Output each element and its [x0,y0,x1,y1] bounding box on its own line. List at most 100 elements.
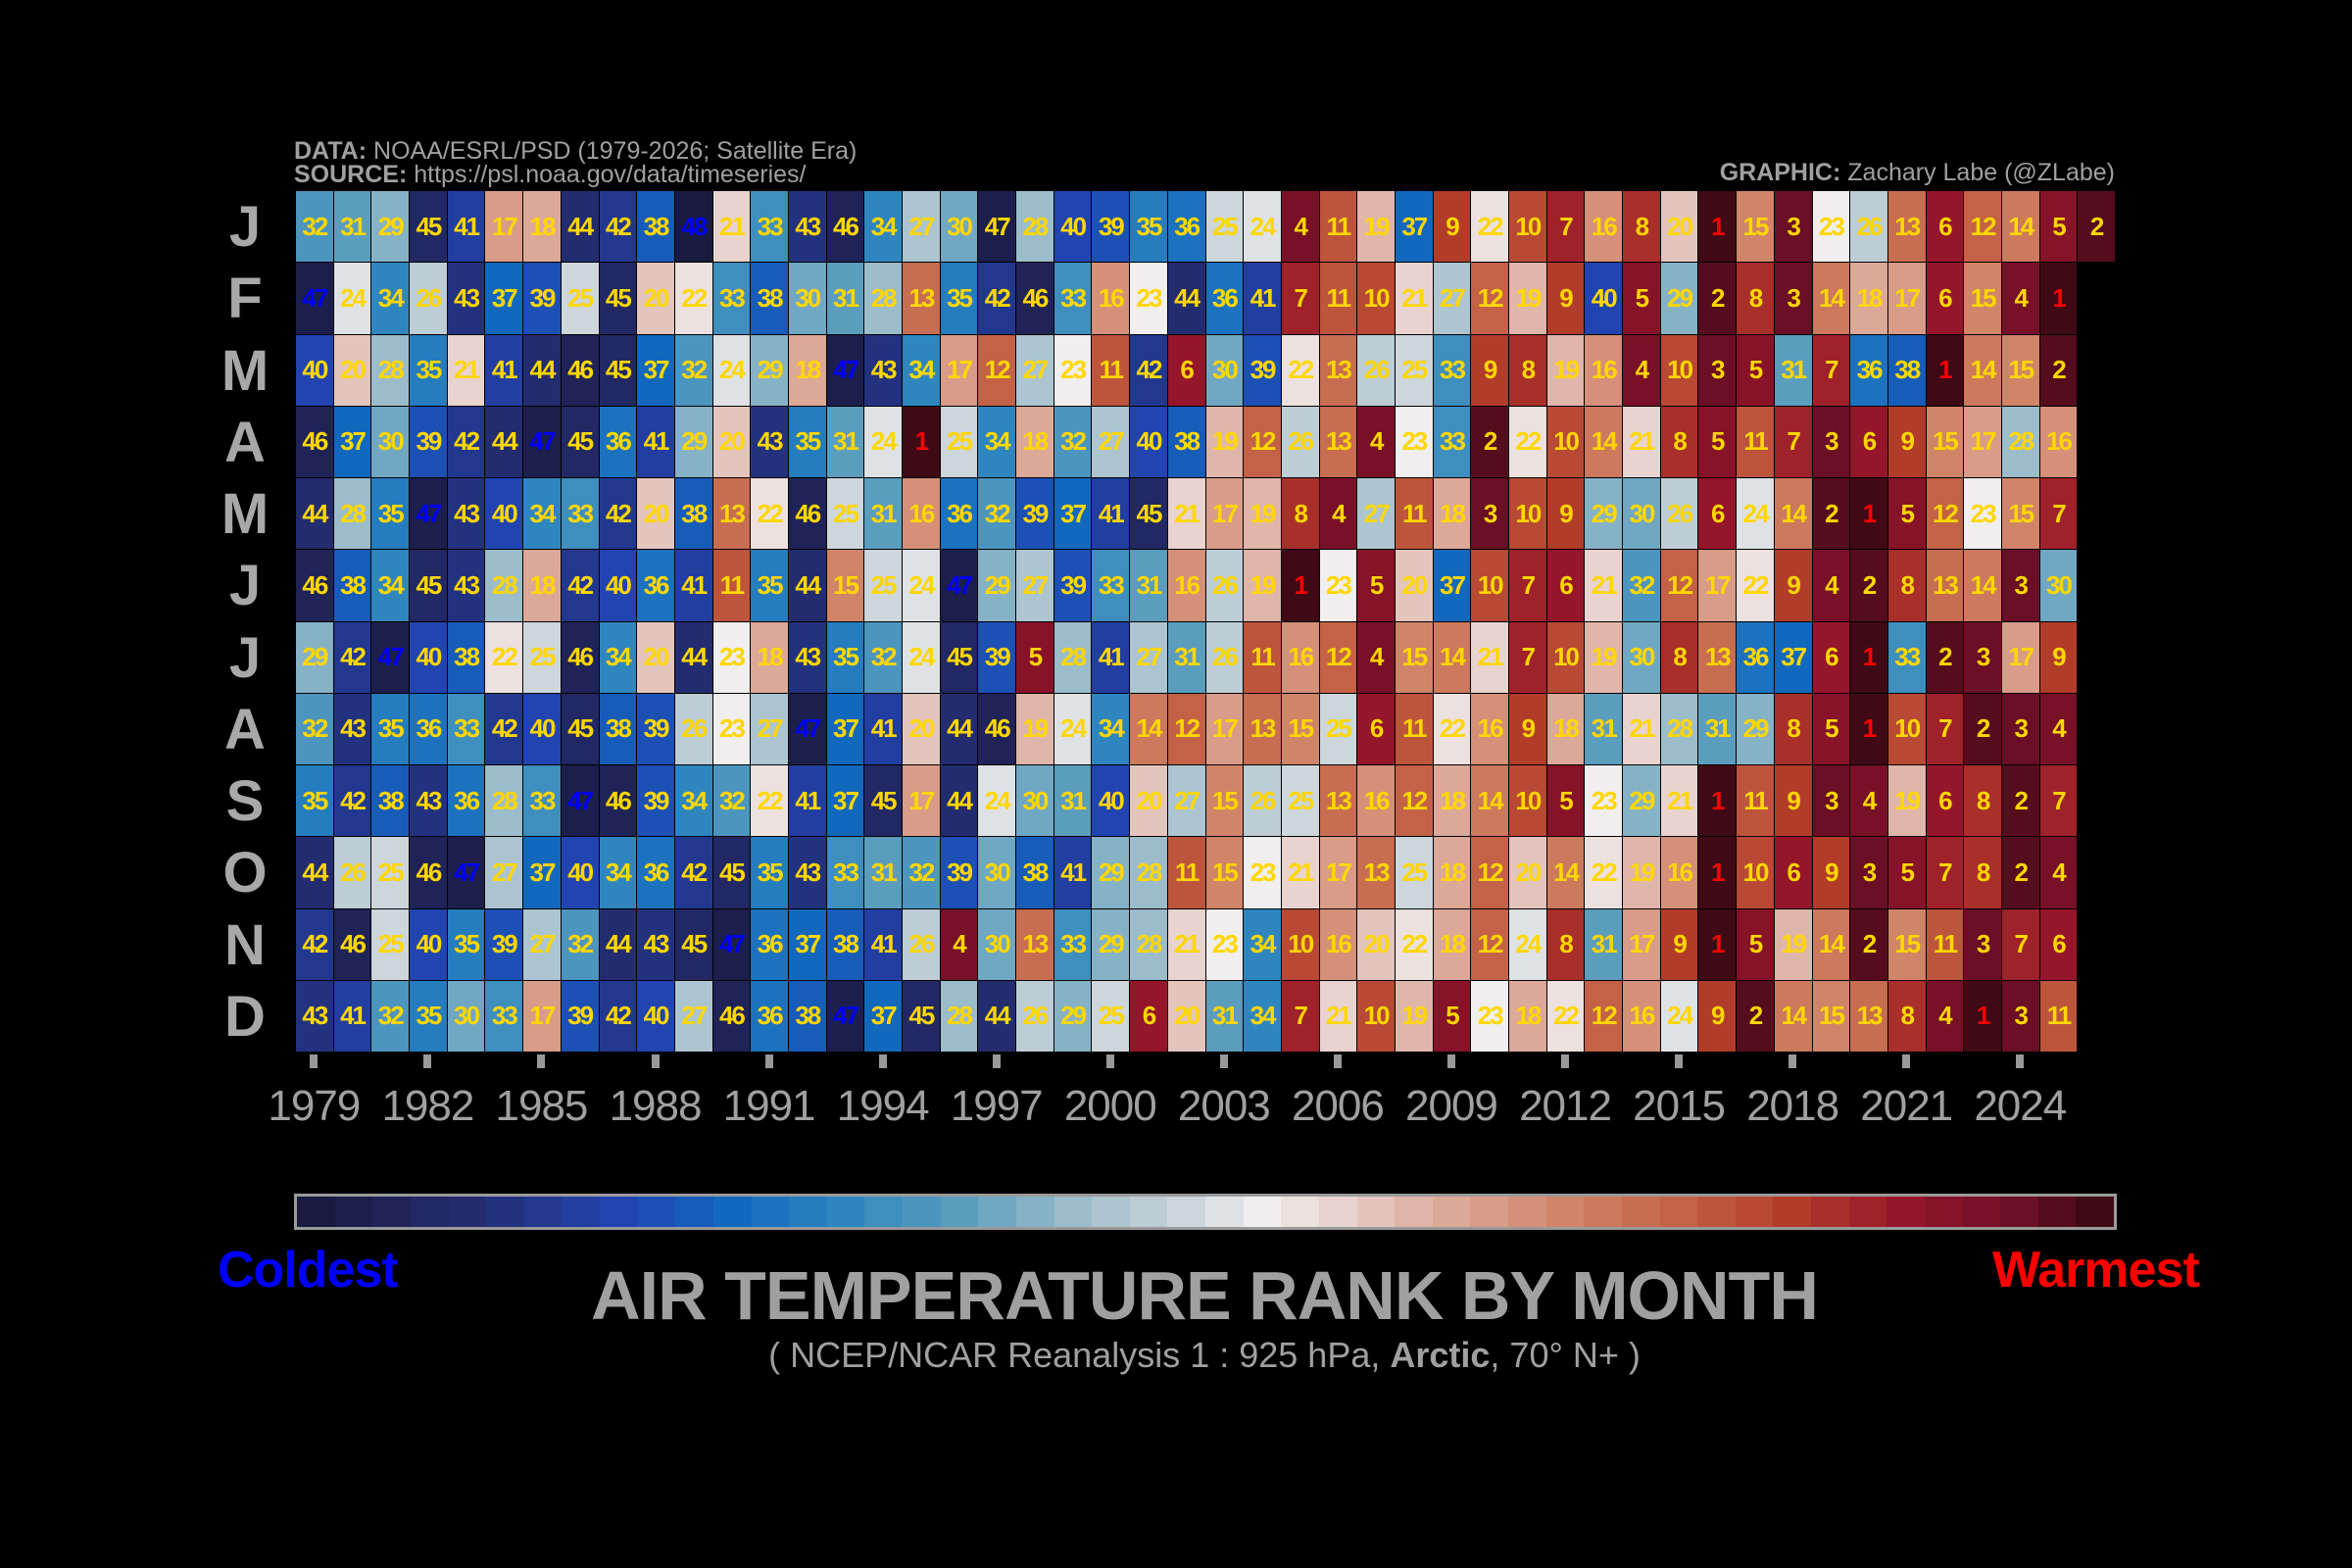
heatmap-cell: 10 [1356,262,1396,335]
colorbar-segment [978,1197,1016,1227]
heatmap-cell: 44 [939,692,979,765]
heatmap-cell: 3 [1963,907,2002,981]
x-tick [1333,1054,1342,1068]
heatmap-cell: 43 [446,549,486,622]
colorbar-segment [1773,1197,1811,1227]
heatmap-cell: 14 [1963,333,2002,407]
heatmap-cell: 15 [1394,620,1434,694]
heatmap-cell: 43 [787,620,827,694]
heatmap-cell: 1 [1280,549,1320,622]
colorbar-segment [2037,1197,2077,1227]
heatmap-cell: 27 [1432,262,1472,335]
heatmap-cell: 18 [1432,836,1472,909]
x-tick-label: 1985 [495,1082,589,1130]
month-label: A [224,410,266,474]
heatmap-cell: 5 [1432,979,1472,1053]
heatmap-cell: 3 [1773,262,1813,335]
x-tick [1788,1054,1797,1068]
colorbar-segment [1545,1197,1585,1227]
heatmap-cell: 33 [1432,333,1472,407]
month-label: M [220,482,270,546]
heatmap-cell: 20 [1508,836,1547,909]
heatmap-cell: 42 [446,405,486,478]
heatmap-cell: 45 [409,190,448,264]
heatmap-cell: 34 [370,549,411,622]
heatmap-cell: 35 [409,333,448,407]
heatmap-cell: 25 [1394,333,1434,407]
x-tick [310,1054,318,1068]
heatmap-cell: 42 [560,549,600,622]
heatmap-cell: 19 [1545,333,1586,407]
heatmap-cell: 4 [2000,262,2040,335]
heatmap-cell: 17 [484,190,524,264]
heatmap-cell: 12 [1318,620,1358,694]
heatmap-cell: 16 [2038,405,2079,478]
heatmap-cell: 13 [1697,620,1738,694]
heatmap-cell: 7 [2038,477,2079,551]
heatmap-cell: 27 [902,190,941,264]
heatmap-cell: 1 [1925,333,1965,407]
heatmap-cell: 5 [1736,907,1775,981]
heatmap-cell: 11 [1243,620,1282,694]
source-credit-label: SOURCE: [294,161,408,188]
heatmap-cell: 31 [1773,333,1813,407]
heatmap-cell: 36 [1736,620,1775,694]
heatmap-cell: 37 [1394,190,1434,264]
heatmap-cell: 29 [750,333,789,407]
heatmap-cell: 12 [1243,405,1282,478]
heatmap-cell: 20 [1659,190,1699,264]
heatmap-cell: 30 [977,907,1017,981]
heatmap-cell: 17 [1963,405,2002,478]
month-label: J [228,195,262,259]
heatmap-cell: 47 [446,836,486,909]
heatmap-cell: 4 [1280,190,1320,264]
heatmap-cell: 3 [2000,692,2040,765]
heatmap-cell: 4 [1622,333,1661,407]
heatmap-cell: 9 [1432,190,1472,264]
heatmap-cell: 20 [711,405,752,478]
heatmap-cell: 25 [1394,836,1434,909]
colorbar-segment [903,1197,941,1227]
colorbar-segment [1129,1197,1168,1227]
x-tick-label: 2009 [1405,1082,1498,1130]
heatmap-cell: 23 [1204,907,1245,981]
heatmap-cell: 6 [1925,190,1965,264]
heatmap-cell: 6 [1697,477,1738,551]
heatmap-cell: 30 [446,979,486,1053]
chart-subtitle: ( NCEP/NCAR Reanalysis 1 : 925 hPa, Arct… [0,1335,2352,1376]
heatmap-cell: 17 [1886,262,1927,335]
heatmap-cell: 17 [939,333,979,407]
heatmap-cell: 21 [1470,620,1509,694]
heatmap-cell: 35 [370,477,411,551]
heatmap-cell: 37 [825,764,865,838]
heatmap-cell: 34 [370,262,411,335]
heatmap-cell: 24 [1053,692,1093,765]
heatmap-cell: 16 [1622,979,1661,1053]
heatmap-cell: 25 [1280,764,1320,838]
heatmap-cell: 33 [1886,620,1927,694]
x-tick-label: 1979 [268,1082,361,1130]
heatmap-cell: 24 [1659,979,1699,1053]
heatmap-cell: 17 [1204,477,1245,551]
heatmap-cell: 33 [522,764,562,838]
colorbar-segment [410,1197,449,1227]
heatmap-cell: 30 [1204,333,1245,407]
heatmap-cell: 11 [1736,764,1775,838]
heatmap-cell: 27 [1356,477,1396,551]
heatmap-cell: 37 [484,262,524,335]
colorbar-segment [1697,1197,1736,1227]
heatmap-cell: 24 [977,764,1017,838]
heatmap-cell: 33 [711,262,752,335]
heatmap-cell: 31 [1584,907,1624,981]
heatmap-cell: 19 [1356,190,1396,264]
heatmap-cell: 23 [1394,405,1434,478]
heatmap-cell: 45 [711,836,752,909]
heatmap-cell: 46 [977,692,1017,765]
heatmap-cell: 34 [1243,907,1282,981]
colorbar-segment [751,1197,790,1227]
heatmap-cell: 41 [863,692,903,765]
heatmap-cell: 47 [370,620,411,694]
colorbar [294,1194,2117,1230]
heatmap-cell: 37 [863,979,903,1053]
heatmap-cell: 10 [1659,333,1699,407]
